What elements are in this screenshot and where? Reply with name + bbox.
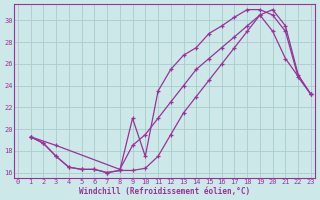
- X-axis label: Windchill (Refroidissement éolien,°C): Windchill (Refroidissement éolien,°C): [79, 187, 250, 196]
